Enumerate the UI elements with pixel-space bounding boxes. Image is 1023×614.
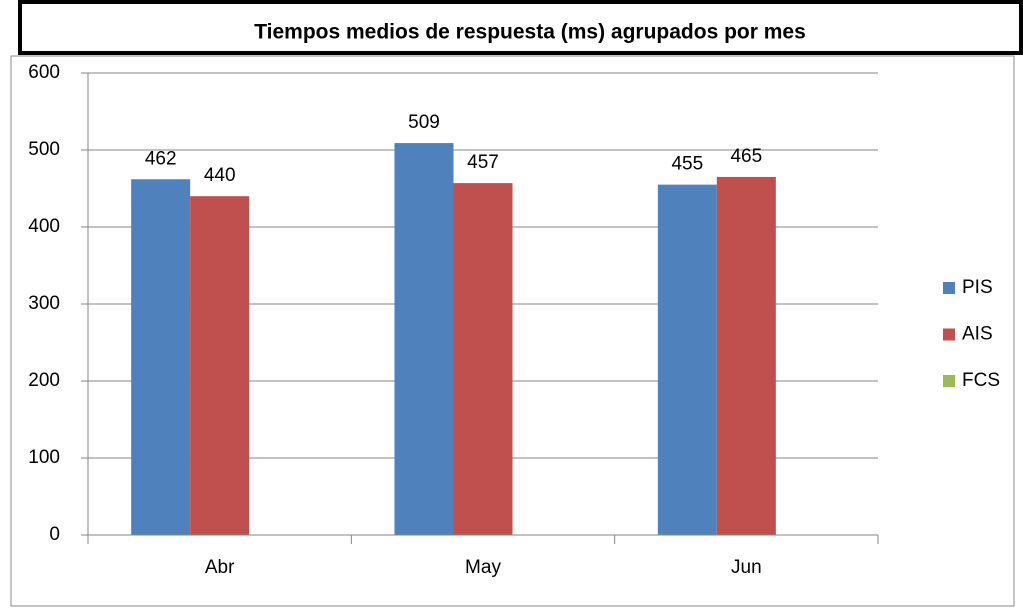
x-tick-label: May <box>465 557 501 578</box>
bar <box>716 176 776 535</box>
data-label: 457 <box>467 152 499 173</box>
legend-label: FCS <box>962 370 1000 391</box>
legend-label: PIS <box>962 277 993 298</box>
data-label: 440 <box>204 165 236 186</box>
bar <box>394 143 454 535</box>
legend-swatch <box>943 282 955 294</box>
chart-title: Tiempos medios de respuesta (ms) agrupad… <box>254 21 806 44</box>
y-tick-label: 300 <box>28 293 60 314</box>
data-label: 462 <box>145 148 177 169</box>
data-label: 455 <box>671 154 703 175</box>
y-tick-label: 0 <box>49 524 60 545</box>
bar <box>190 196 250 535</box>
bar <box>657 184 717 535</box>
data-label: 509 <box>408 112 440 133</box>
y-tick-label: 400 <box>28 216 60 237</box>
chart-frame <box>10 55 1015 607</box>
legend-swatch <box>943 328 955 341</box>
legend-swatch <box>943 375 955 387</box>
bar <box>453 183 513 536</box>
bar <box>131 179 191 535</box>
y-tick-label: 500 <box>28 139 60 160</box>
y-tick-label: 600 <box>28 62 60 83</box>
legend-label: AIS <box>962 324 993 345</box>
title-box <box>18 0 1023 55</box>
data-label: 465 <box>730 146 762 167</box>
y-tick-label: 200 <box>28 370 60 391</box>
x-tick-label: Abr <box>205 557 235 578</box>
x-tick-label: Jun <box>731 557 762 578</box>
y-tick-label: 100 <box>28 447 60 468</box>
